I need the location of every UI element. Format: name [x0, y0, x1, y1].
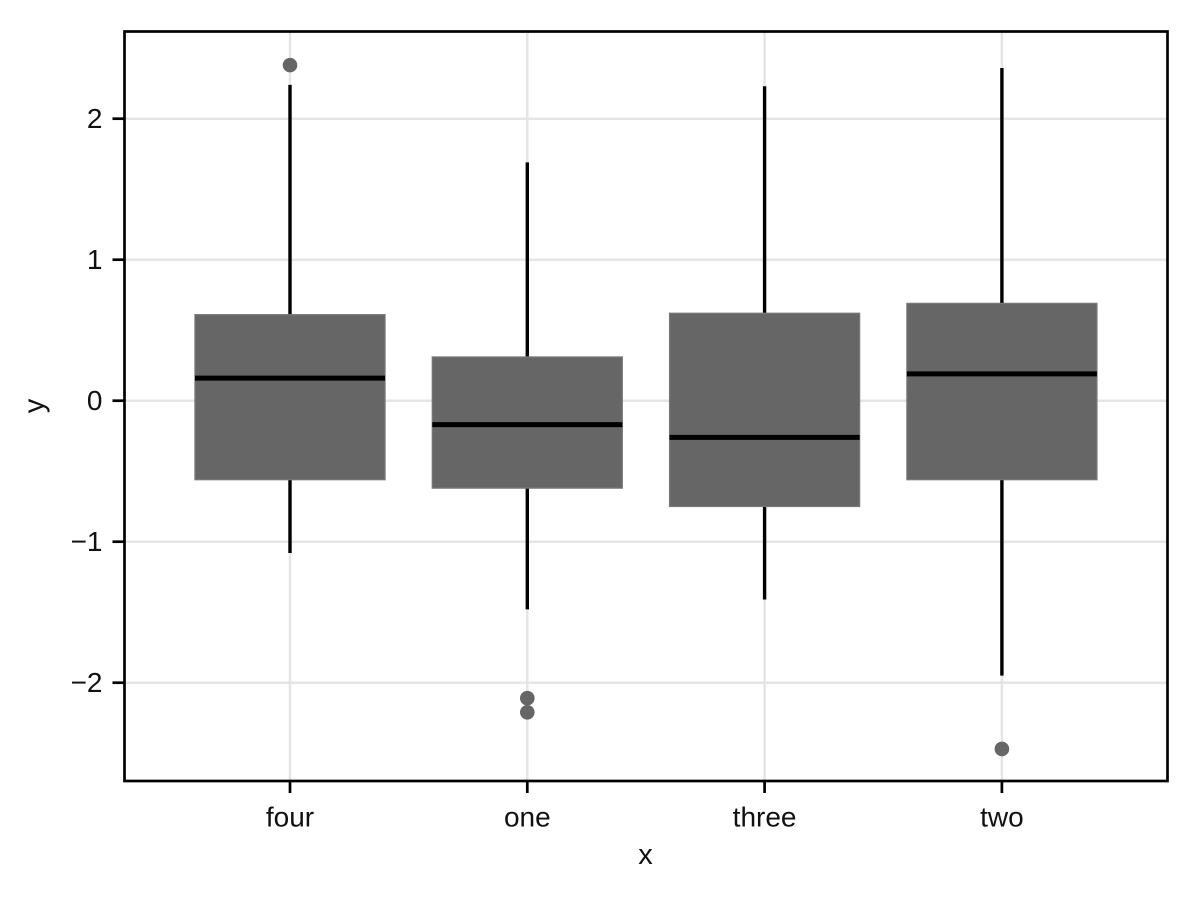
outlier-point-two	[994, 741, 1010, 757]
y-tick-label: 1	[87, 244, 103, 275]
y-tick-label: 0	[87, 385, 103, 416]
panel-border	[123, 30, 1169, 783]
box-two	[906, 302, 1098, 481]
x-category-label: four	[266, 802, 314, 833]
outlier-point-one	[520, 705, 535, 720]
box-four	[194, 314, 386, 481]
y-tick-label: −1	[71, 526, 103, 557]
outlier-point-one	[520, 690, 535, 706]
y-tick-label: −2	[71, 667, 103, 698]
x-category-label: one	[504, 802, 551, 833]
y-tick-label: 2	[87, 103, 103, 134]
x-axis-title: x	[638, 839, 653, 871]
y-axis-title: y	[18, 398, 51, 414]
box-three	[668, 312, 861, 508]
x-category-label: three	[733, 802, 797, 833]
x-category-label: two	[980, 802, 1024, 833]
outlier-point-four	[282, 57, 298, 73]
